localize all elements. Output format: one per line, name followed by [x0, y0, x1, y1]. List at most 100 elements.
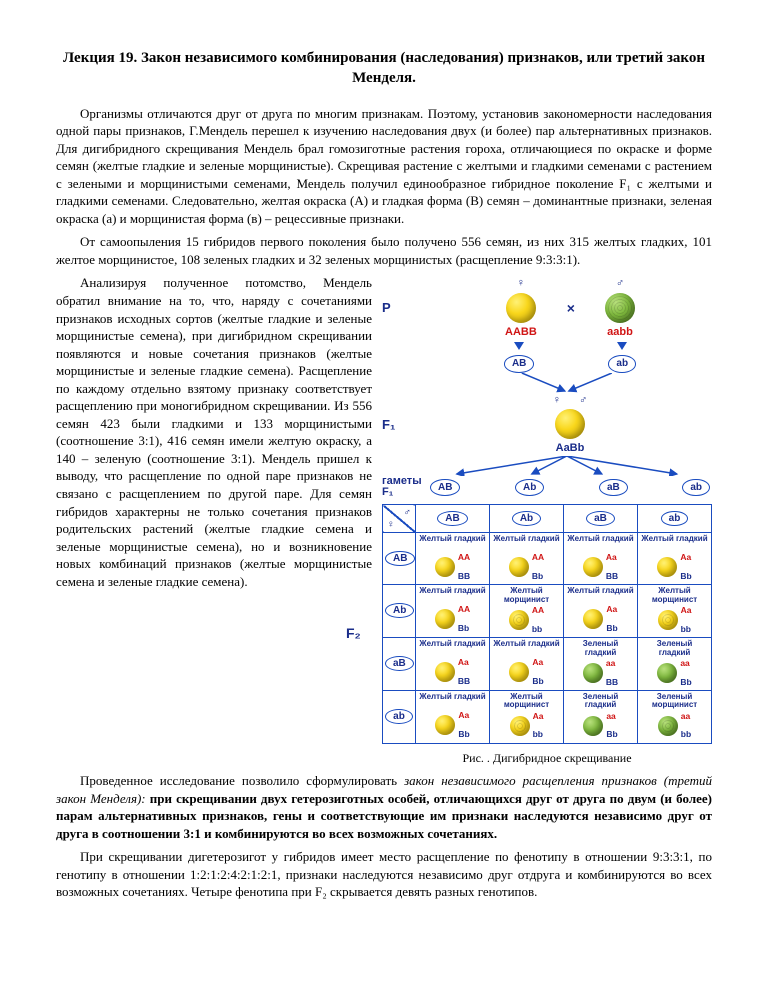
pea-icon: [510, 716, 530, 736]
punnett-cell: Желтый гладкийAABb: [416, 585, 490, 638]
gamete-oval: Ab: [515, 479, 544, 497]
gamete-oval: aB: [385, 656, 414, 671]
dihybrid-diagram: P ♀ AABB × ♂ aabb: [382, 276, 712, 766]
phenotype-label: Желтый гладкий: [492, 640, 561, 656]
punnett-cell: Желтый морщинистAabb: [490, 690, 564, 743]
female-symbol: ♀: [517, 276, 525, 291]
punnett-cell: Желтый гладкий AaBb: [564, 585, 638, 638]
gamete-oval: Ab: [385, 603, 414, 618]
parent-female: ♀ AABB: [505, 276, 537, 340]
phenotype-label: Желтый гладкий: [566, 587, 635, 603]
diverge-arrows-icon: [422, 456, 712, 476]
gamete-oval: aB: [599, 479, 628, 497]
punnett-cell: Желтый гладкий AaBb: [416, 690, 490, 743]
phenotype-label: Желтый гладкий: [418, 693, 487, 709]
cross-symbol: ×: [567, 299, 575, 318]
pea-icon: [435, 609, 455, 629]
pea-icon: [555, 409, 585, 439]
phenotype-label: Желтый гладкий: [418, 535, 487, 551]
phenotype-label: Желтый гладкий: [566, 535, 635, 551]
p4-bold: при скрещивании двух гетерозиготных особ…: [56, 791, 712, 841]
genotype-label: AaBb: [680, 553, 691, 581]
gamete-oval: AB: [504, 355, 534, 373]
punnett-row-header: aB: [383, 638, 416, 691]
punnett-square: ♂ ♀ ABAbaBab ABЖелтый гладкийAABBЖелтый …: [382, 504, 712, 743]
punnett-cell: Желтый гладкий AaBb: [638, 533, 712, 585]
punnett-cell: Зеленый гладкийaaBb: [564, 690, 638, 743]
pea-icon: [509, 610, 529, 630]
phenotype-label: Желтый гладкий: [418, 640, 487, 656]
punnett-cell: Желтый гладкий AaBB: [564, 533, 638, 585]
gamete-oval: AB: [430, 479, 460, 497]
gamete-oval: AB: [437, 511, 467, 526]
document-page: Лекция 19. Закон независимого комбиниров…: [0, 0, 768, 947]
gamete-oval: ab: [661, 511, 689, 526]
gamete-oval: aB: [586, 511, 615, 526]
gamete-female: AB: [504, 340, 534, 373]
gamete-oval: ab: [608, 355, 636, 373]
genotype-label: aaBb: [606, 712, 617, 740]
paragraph-1: Организмы отличаются друг от друга по мн…: [56, 105, 712, 228]
paragraph-4: Проведенное исследование позволило сформ…: [56, 772, 712, 842]
pea-icon: [435, 715, 455, 735]
pea-icon: [658, 610, 678, 630]
paragraph-2: От самоопыления 15 гибридов первого поко…: [56, 233, 712, 268]
f1-organism: ♀ ♂ AaBb: [553, 393, 588, 457]
pea-icon: [506, 293, 536, 323]
phenotype-label: Желтый морщинист: [492, 587, 561, 604]
pea-icon: [657, 663, 677, 683]
punnett-col-header: AB: [416, 505, 490, 533]
phenotype-label: Зеленый гладкий: [640, 640, 709, 657]
punnett-cell: Зеленый морщинистaabb: [638, 690, 712, 743]
parent-female-genotype: AABB: [505, 325, 537, 340]
pea-icon: [435, 662, 455, 682]
punnett-cell: Желтый морщинистAabb: [638, 585, 712, 638]
gamete-oval: ab: [385, 709, 413, 724]
pea-icon: [605, 293, 635, 323]
punnett-corner: ♂ ♀: [383, 505, 416, 533]
genotype-label: aaBb: [680, 659, 691, 687]
genotype-label: AaBb: [458, 711, 469, 739]
phenotype-label: Зеленый гладкий: [566, 640, 635, 657]
label-f2: F₂: [346, 624, 361, 643]
pea-icon: [509, 662, 529, 682]
parent-male: ♂ aabb: [605, 276, 635, 340]
gamete-oval: Ab: [512, 511, 541, 526]
punnett-cell: Зеленый гладкийaaBB: [564, 638, 638, 691]
genotype-label: AABb: [532, 553, 544, 581]
punnett-row-header: AB: [383, 533, 416, 585]
genotype-label: AAbb: [532, 606, 544, 634]
label-p: P: [382, 299, 428, 317]
gamete-male: ab: [608, 340, 636, 373]
punnett-col-header: aB: [564, 505, 638, 533]
genotype-label: AaBB: [606, 553, 618, 581]
genotype-label: Aabb: [681, 606, 692, 634]
arrow-down-icon: [514, 342, 524, 350]
punnett-row-header: ab: [383, 690, 416, 743]
f1-male: ♂: [579, 393, 587, 408]
punnett-cell: Желтый гладкий AABb: [490, 533, 564, 585]
pea-icon: [435, 557, 455, 577]
pea-icon: [583, 663, 603, 683]
p4-lead: Проведенное исследование позволило сформ…: [80, 773, 404, 788]
female-symbol: ♀: [387, 518, 395, 532]
phenotype-label: Желтый гладкий: [640, 535, 709, 551]
f1-female: ♀: [553, 393, 561, 408]
punnett-col-header: ab: [638, 505, 712, 533]
punnett-cell: Зеленый гладкий aaBb: [638, 638, 712, 691]
phenotype-label: Желтый гладкий: [492, 535, 561, 551]
genotype-label: AABb: [458, 605, 470, 633]
pea-icon: [658, 716, 678, 736]
pea-icon: [509, 557, 529, 577]
figure-caption: Рис. . Дигибридное скрещивание: [382, 750, 712, 766]
label-f1: F₁: [382, 416, 428, 434]
parent-male-genotype: aabb: [607, 325, 633, 340]
pea-icon: [583, 609, 603, 629]
pea-icon: [583, 716, 603, 736]
punnett-cell: Желтый гладкий AABB: [416, 533, 490, 585]
label-gametes-f1: гаметыF₁: [382, 476, 428, 498]
punnett-cell: Желтый гладкийAaBb: [490, 638, 564, 691]
pea-icon: [657, 557, 677, 577]
genotype-label: AaBb: [606, 605, 617, 633]
genotype-label: AABB: [458, 553, 470, 581]
